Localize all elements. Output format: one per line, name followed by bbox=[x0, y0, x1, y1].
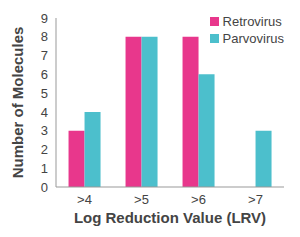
html-text:Retrovirus: Retrovirus bbox=[222, 14, 282, 29]
svg-text:1: 1 bbox=[41, 161, 48, 176]
svg-text:0: 0 bbox=[41, 180, 48, 195]
svg-text:5: 5 bbox=[41, 86, 48, 101]
svg-text:7: 7 bbox=[41, 48, 48, 63]
svg-text:9: 9 bbox=[41, 11, 48, 26]
svg-text:2: 2 bbox=[41, 142, 48, 157]
svg-text:>5: >5 bbox=[134, 192, 149, 207]
html-text:Parvovirus: Parvovirus bbox=[222, 31, 284, 46]
svg-text:>4: >4 bbox=[77, 192, 92, 207]
svg-text:Number of Molecules: Number of Molecules bbox=[9, 27, 26, 179]
svg-text:6: 6 bbox=[41, 67, 48, 82]
svg-text:>6: >6 bbox=[191, 192, 206, 207]
svg-text:8: 8 bbox=[41, 29, 48, 44]
svg-text:3: 3 bbox=[41, 123, 48, 138]
svg-text:4: 4 bbox=[41, 105, 48, 120]
svg-text:>7: >7 bbox=[248, 192, 263, 207]
svg-text:Log Reduction Value (LRV): Log Reduction Value (LRV) bbox=[74, 209, 266, 226]
